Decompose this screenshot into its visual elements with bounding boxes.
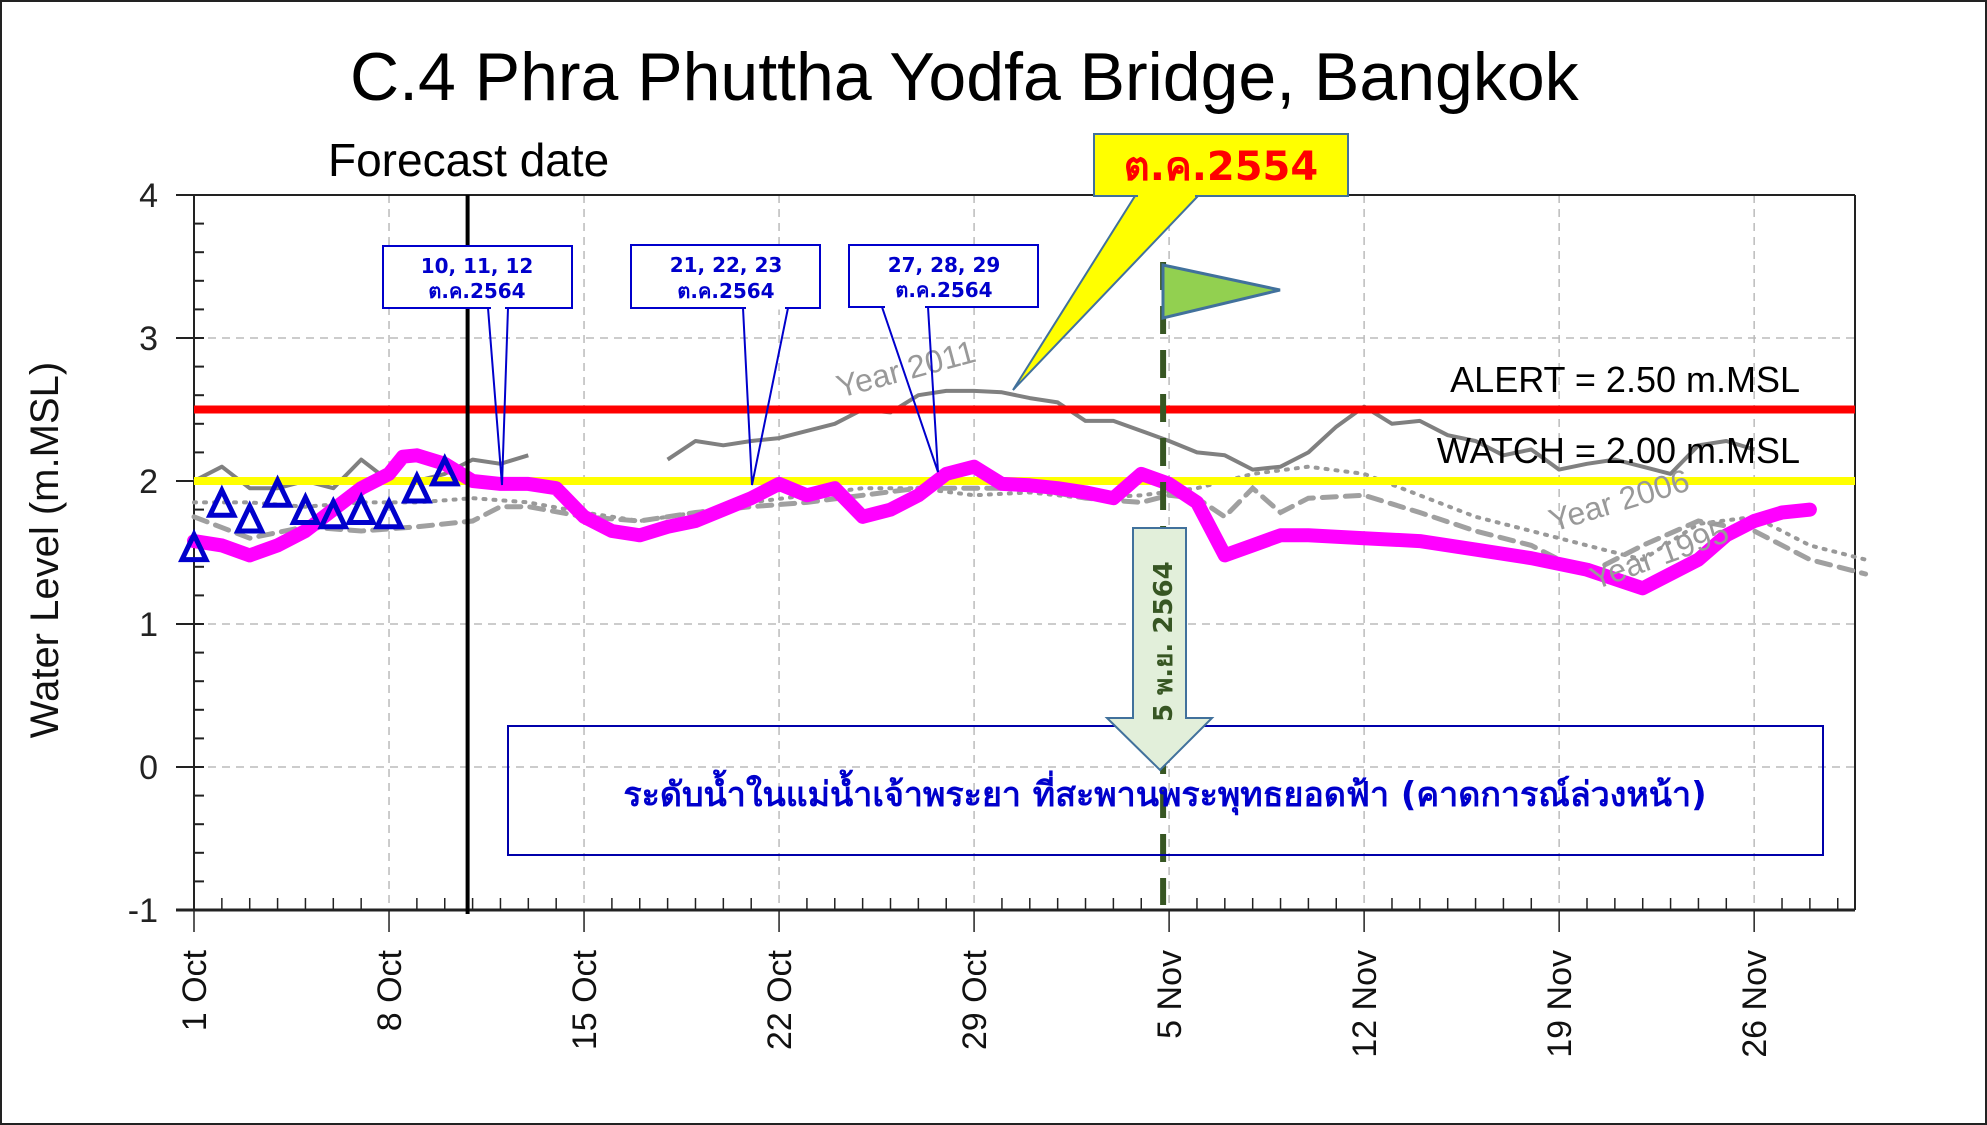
observed-markers [178, 453, 461, 563]
x-tick-label: 5 Nov [1151, 950, 1189, 1039]
observed-point-triangle-icon [178, 528, 210, 563]
observed-point-triangle-icon [205, 484, 238, 518]
x-tick-label: 15 Oct [566, 949, 604, 1050]
x-tick-label: 19 Nov [1541, 950, 1579, 1058]
x-tick-labels: 1 Oct 8 Oct 15 Oct 22 Oct 29 Oct 5 Nov 12 Nov 1… [176, 949, 1774, 1057]
forecast-series [187, 448, 1817, 596]
watch-label: WATCH = 2.00 m.MSL [1437, 430, 1800, 471]
x-tick-label: 26 Nov [1736, 950, 1774, 1058]
observed-point-triangle-icon [289, 491, 322, 525]
observed-point-triangle-icon [400, 470, 433, 504]
note-text: ระดับน้ำในแม่น้ำเจ้าพระยา ที่สะพานพระพุท… [623, 769, 1706, 816]
x-tick-label: 22 Oct [761, 949, 799, 1050]
callout-21-23-oct: 21, 22, 23 ต.ค.2564 [630, 244, 821, 486]
series-year-2011 [193, 453, 529, 491]
chart-title: C.4 Phra Phuttha Yodfa Bridge, Bangkok [350, 39, 1580, 115]
callout-oct-2554: ต.ค.2554 [1012, 133, 1349, 391]
x-tick-label: 8 Oct [371, 949, 409, 1031]
callout-text: ต.ค.2554 [1124, 144, 1318, 190]
y-tick-label: 3 [139, 320, 158, 358]
callout-line1: 21, 22, 23 [670, 253, 783, 277]
callout-line1: 27, 28, 29 [888, 253, 1001, 277]
y-tick-label: -1 [128, 892, 158, 930]
observed-point-triangle-icon [428, 453, 461, 487]
alert-label: ALERT = 2.50 m.MSL [1450, 359, 1800, 400]
y-tick-label: 2 [139, 463, 158, 501]
forecast-date-label: Forecast date [328, 134, 609, 186]
y-tick-label: 0 [139, 749, 158, 787]
x-tick-label: 12 Nov [1346, 950, 1384, 1058]
observed-point-triangle-icon [317, 495, 350, 530]
callout-line2: ต.ค.2564 [677, 279, 774, 303]
series-forecast [187, 448, 1817, 596]
callout-10-12-oct: 10, 11, 12 ต.ค.2564 [382, 245, 573, 486]
axes [176, 194, 1856, 932]
observed-point-triangle-icon [373, 495, 405, 530]
series-year-2006 [192, 464, 1868, 562]
y-tick-label: 4 [139, 177, 158, 215]
y-axis-label: Water Level (m.MSL) [23, 362, 67, 738]
observed-point-triangle-icon [233, 500, 266, 534]
callout-27-29-oct: 27, 28, 29 ต.ค.2564 [848, 244, 1039, 473]
flag-icon [1161, 263, 1281, 320]
series-year-2011 [666, 388, 1755, 476]
arrow-text: 5 พ.ย. 2564 [1149, 561, 1179, 722]
x-tick-label: 29 Oct [956, 949, 994, 1050]
year-2006-label: Year 2006 [1545, 462, 1694, 539]
year-2011-label: Year 2011 [832, 333, 979, 405]
x-tick-label: 1 Oct [176, 949, 214, 1031]
observed-point-triangle-icon [345, 491, 378, 525]
callout-line1: 10, 11, 12 [421, 254, 534, 278]
y-tick-labels: 4 3 2 1 0 -1 [128, 177, 158, 930]
callout-line2: ต.ค.2564 [428, 279, 525, 303]
nov5-arrow: 5 พ.ย. 2564 [1104, 527, 1215, 772]
callout-line2: ต.ค.2564 [895, 278, 992, 302]
observed-point-triangle-icon [261, 474, 294, 508]
y-tick-label: 1 [139, 606, 158, 644]
